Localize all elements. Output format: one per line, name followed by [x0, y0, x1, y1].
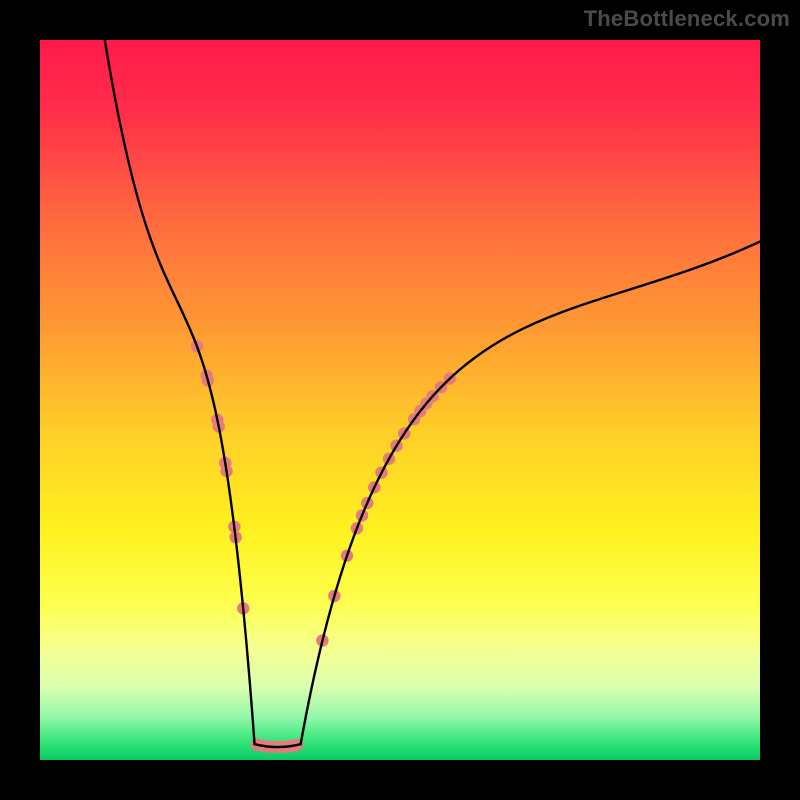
watermark-label: TheBottleneck.com [584, 6, 790, 31]
chart-container: { "watermark": { "text": "TheBottleneck.… [0, 0, 800, 800]
plot-area [40, 40, 760, 760]
data-markers [191, 340, 456, 753]
bottleneck-curve [40, 40, 760, 760]
watermark-text: TheBottleneck.com [584, 6, 790, 32]
